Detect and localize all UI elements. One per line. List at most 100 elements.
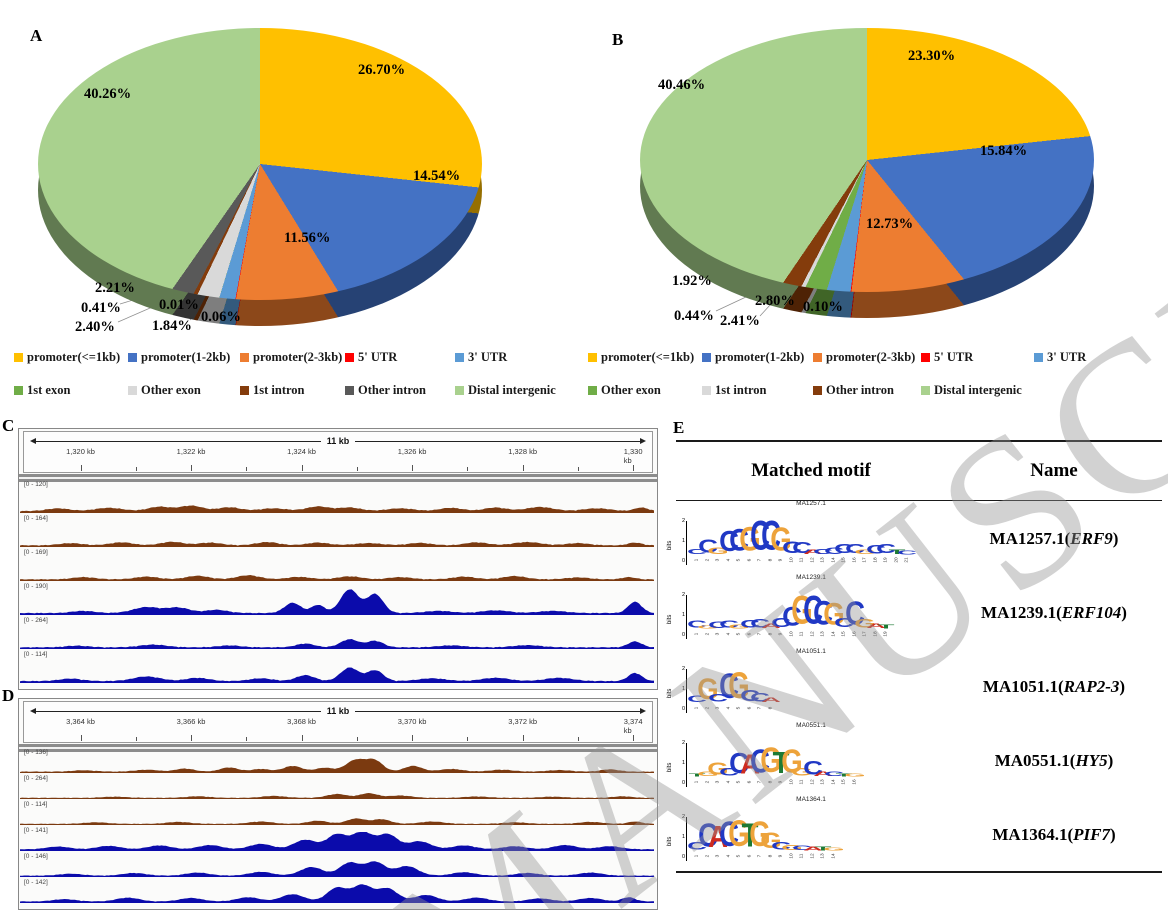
legend-item-a: 1st exon <box>14 383 70 398</box>
logo-bits-label: bits <box>667 762 673 773</box>
motif-id: MA0551.1( <box>994 750 1076 770</box>
logo-letter-glyph: G <box>791 765 813 779</box>
legend-item-b: Other intron <box>813 383 894 398</box>
legend-label: 5' UTR <box>358 350 398 364</box>
logo-letter-glyph: T <box>688 772 706 778</box>
logo-letter: C <box>719 766 739 777</box>
coverage-histogram <box>20 832 654 851</box>
logo-letter-glyph: C <box>697 816 718 855</box>
logo-letter: C <box>708 692 728 703</box>
coverage-track: [0 - 141] <box>20 827 656 852</box>
logo-letter-glyph: T <box>888 548 906 556</box>
ruler-tick-mark <box>80 735 82 741</box>
logo-bits-label: bits <box>667 836 673 847</box>
pie-a-slice-label: 11.56% <box>284 230 331 246</box>
logo-letter-glyph: C <box>771 839 792 853</box>
logo-letter-glyph: G <box>844 772 866 778</box>
logo-x-tick: 8 <box>767 558 773 562</box>
legend-swatch <box>588 386 597 395</box>
pie-b-slice-label: 0.10% <box>803 299 843 315</box>
logo-letter-glyph: G <box>749 814 771 855</box>
legend-swatch <box>128 353 137 362</box>
ruler-minor-tick <box>467 467 469 471</box>
logo-letter-glyph: T <box>814 845 832 852</box>
motif-logo-cell: MA1051.1 2 1 0 bits C G C C G C C A 1 2 3 4 5 6 7 8 <box>667 648 946 724</box>
logo-letter-glyph: C <box>802 587 823 633</box>
logo-x-tick: 7 <box>757 558 763 562</box>
logo-y-tick: 0 <box>681 706 685 713</box>
logo-letter-glyph: C <box>750 690 771 705</box>
pie-b-surface <box>640 28 1094 292</box>
logo-letter: T <box>878 624 895 630</box>
logo-x-tick: 20 <box>893 557 899 563</box>
legend-label: 1st exon <box>27 383 71 397</box>
logo-letter-glyph: C <box>897 549 918 556</box>
logo-x-tick: 14 <box>830 631 836 637</box>
logo-x-tick: 9 <box>778 854 784 858</box>
coverage-histogram <box>20 818 654 825</box>
coverage-track: [0 - 264] <box>20 617 656 650</box>
logo-x-tick: 13 <box>820 779 826 785</box>
legend-item-a: promoter(<=1kb) <box>14 350 120 365</box>
right-arrow-icon <box>640 438 646 444</box>
logo-letter: C <box>750 691 770 703</box>
logo-x-tick: 7 <box>757 706 763 710</box>
logo-x-tick: 8 <box>767 780 773 784</box>
motif-row: MA1239.1 2 1 0 bits C G C C G C C A C C G C C G C C G A T 1 2 3 4 5 6… <box>667 574 1162 649</box>
ruler-tick-mark <box>80 465 82 471</box>
coverage-track: [0 - 146] <box>20 853 656 878</box>
logo-letter: C <box>866 543 886 555</box>
logo-letter-glyph: T <box>835 772 853 778</box>
ruler-tick-label: 1,324 kb <box>287 447 316 456</box>
logo-x-tick: 9 <box>778 632 784 636</box>
logo-letter: T <box>835 772 853 778</box>
legend-swatch <box>702 353 711 362</box>
logo-letter-glyph: G <box>728 664 750 707</box>
ruler-minor-tick <box>356 467 358 471</box>
legend-swatch <box>345 386 354 395</box>
logo-letter: C <box>687 694 707 704</box>
legend-swatch <box>455 386 464 395</box>
logo-letter: G <box>844 773 865 777</box>
logo-x-tick: 4 <box>725 706 731 710</box>
logo-y-tick: 2 <box>681 666 685 673</box>
pie-b-slice-label: 12.73% <box>866 216 914 232</box>
legend-item-b: promoter(2-3kb) <box>813 350 915 365</box>
panel-b-label: B <box>612 30 624 49</box>
motif-name-close: ) <box>1107 750 1114 770</box>
logo-x-tick: 12 <box>809 631 815 637</box>
span-label: 11 kb <box>326 436 350 446</box>
panel-d-label: D <box>2 686 15 705</box>
logo-letter-glyph: G <box>760 828 782 854</box>
logo-x-tick: 6 <box>746 780 752 784</box>
logo-letter-glyph: A <box>760 696 781 704</box>
track-range-label: [0 - 164] <box>24 515 48 522</box>
pie-a-slice-label: 0.01% <box>159 297 199 313</box>
logo-letter-glyph: C <box>750 616 771 631</box>
logo-x-tick: 10 <box>788 631 794 637</box>
motif-gene-name: ERF104 <box>1061 602 1122 622</box>
track-range-label: [0 - 264] <box>24 775 48 782</box>
coverage-track: [0 - 142] <box>20 879 656 904</box>
ruler-line <box>355 440 640 442</box>
logo-x-tick: 18 <box>872 557 878 563</box>
track-range-label: [0 - 169] <box>24 549 48 556</box>
logo-letter: C <box>719 619 739 630</box>
coverage-track: [0 - 169] <box>20 549 656 582</box>
logo-letter-glyph: G <box>854 616 876 631</box>
logo-letter: T <box>814 845 832 852</box>
logo-letter-glyph: C <box>813 593 834 633</box>
logo-y-axis: 2 1 0 <box>682 666 687 714</box>
track-range-label: [0 - 141] <box>24 827 48 834</box>
logo-x-tick: 5 <box>736 706 742 710</box>
logo-letter: C <box>876 542 896 555</box>
logo-y-tick: 2 <box>681 814 685 821</box>
logo-letter-glyph: C <box>708 619 729 630</box>
logo-letter-glyph: C <box>771 615 792 631</box>
ruler-tick-label: 3,368 kb <box>287 717 316 726</box>
logo-letter: C <box>687 548 707 556</box>
logo-letter-glyph: C <box>687 547 708 556</box>
logo-letter-glyph: T <box>772 744 790 780</box>
left-arrow-icon <box>30 438 36 444</box>
logo-x-tick: 9 <box>778 780 784 784</box>
